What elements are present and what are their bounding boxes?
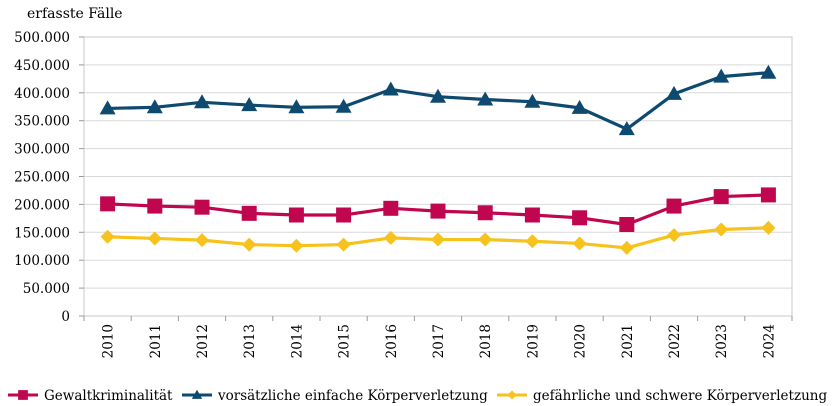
data-point (288, 99, 305, 114)
data-point (761, 220, 776, 235)
data-point (618, 121, 635, 136)
data-point (289, 238, 304, 253)
data-point (146, 99, 163, 114)
data-point (619, 216, 635, 232)
x-tick-label: 2021 (620, 324, 636, 358)
legend: Gewaltkriminalität vorsätzliche einfache … (8, 388, 827, 404)
data-point (242, 237, 257, 252)
data-point (572, 210, 588, 226)
y-tick-label: 100.000 (14, 253, 70, 269)
data-point (525, 234, 540, 249)
data-point (430, 88, 446, 103)
data-point (619, 240, 634, 255)
x-tick-label: 2016 (384, 324, 400, 358)
y-tick-label: 50.000 (23, 281, 70, 297)
y-tick-label: 250.000 (14, 170, 70, 186)
x-tick-label: 2015 (337, 324, 353, 358)
triangle-series (99, 64, 777, 136)
data-point (195, 233, 209, 248)
y-tick-label: 500.000 (14, 30, 70, 46)
x-tick-label: 2024 (761, 324, 777, 358)
data-point (430, 203, 446, 219)
y-tick-label: 0 (61, 309, 70, 325)
diamond-series (100, 220, 776, 255)
data-point (760, 64, 777, 79)
data-point (713, 189, 729, 205)
data-point (335, 98, 352, 113)
y-tick-label: 400.000 (14, 86, 70, 102)
data-point (147, 198, 163, 214)
legend-marker (507, 390, 517, 400)
x-tick-label: 2012 (195, 324, 211, 358)
data-point (100, 196, 116, 212)
data-point (477, 205, 493, 221)
x-tick-label: 2011 (148, 324, 164, 358)
data-point (100, 229, 115, 244)
data-point (713, 68, 730, 83)
y-tick-label: 450.000 (14, 58, 70, 74)
data-point (571, 99, 588, 114)
data-point (194, 94, 210, 109)
square-series (100, 187, 776, 232)
x-tick-label: 2017 (431, 324, 447, 358)
data-point (524, 93, 541, 108)
y-tick-label: 200.000 (14, 197, 70, 213)
y-axis-ticks: 0 50.000 100.000 150.000 200.000 250.000 300.0… (14, 30, 84, 325)
data-point (99, 100, 116, 115)
x-tick-label: 2010 (101, 324, 117, 358)
data-point (477, 91, 494, 106)
data-point (383, 230, 398, 245)
data-point (147, 231, 162, 246)
data-point (431, 232, 445, 247)
y-tick-label: 300.000 (14, 142, 70, 158)
x-tick-label: 2013 (242, 324, 258, 358)
data-point (241, 97, 258, 112)
data-point (478, 232, 493, 247)
y-axis-title: erfasste Fälle (27, 6, 123, 22)
data-point (383, 200, 399, 216)
data-point (336, 237, 351, 252)
data-point (666, 198, 682, 214)
legend-label: Gewaltkriminalität (44, 388, 173, 404)
y-tick-label: 150.000 (14, 225, 70, 241)
data-point (667, 228, 681, 243)
data-point (760, 187, 776, 203)
data-point (241, 205, 257, 221)
x-tick-label: 2018 (478, 324, 494, 358)
legend-label: gefährliche und schwere Körperverletzung (533, 388, 827, 404)
x-tick-label: 2020 (573, 324, 589, 358)
series-group (99, 64, 777, 255)
data-point (336, 207, 352, 223)
y-tick-label: 350.000 (14, 114, 70, 130)
x-tick-label: 2019 (525, 324, 541, 358)
data-point (194, 199, 210, 215)
data-point (666, 85, 682, 100)
data-point (382, 81, 399, 96)
x-axis-ticks: 2010 2011 2012 2013 2014 2015 2016 2017 2018 2019… (83, 316, 793, 358)
legend-label: vorsätzliche einfache Körperverletzung (217, 388, 488, 404)
x-tick-label: 2014 (289, 324, 305, 358)
legend-marker (18, 390, 28, 400)
data-point (524, 207, 540, 223)
x-tick-label: 2023 (714, 324, 730, 358)
data-point (714, 222, 729, 237)
data-point (288, 207, 304, 223)
legend-marker (191, 389, 203, 399)
x-tick-label: 2022 (667, 324, 683, 358)
data-point (572, 236, 587, 251)
